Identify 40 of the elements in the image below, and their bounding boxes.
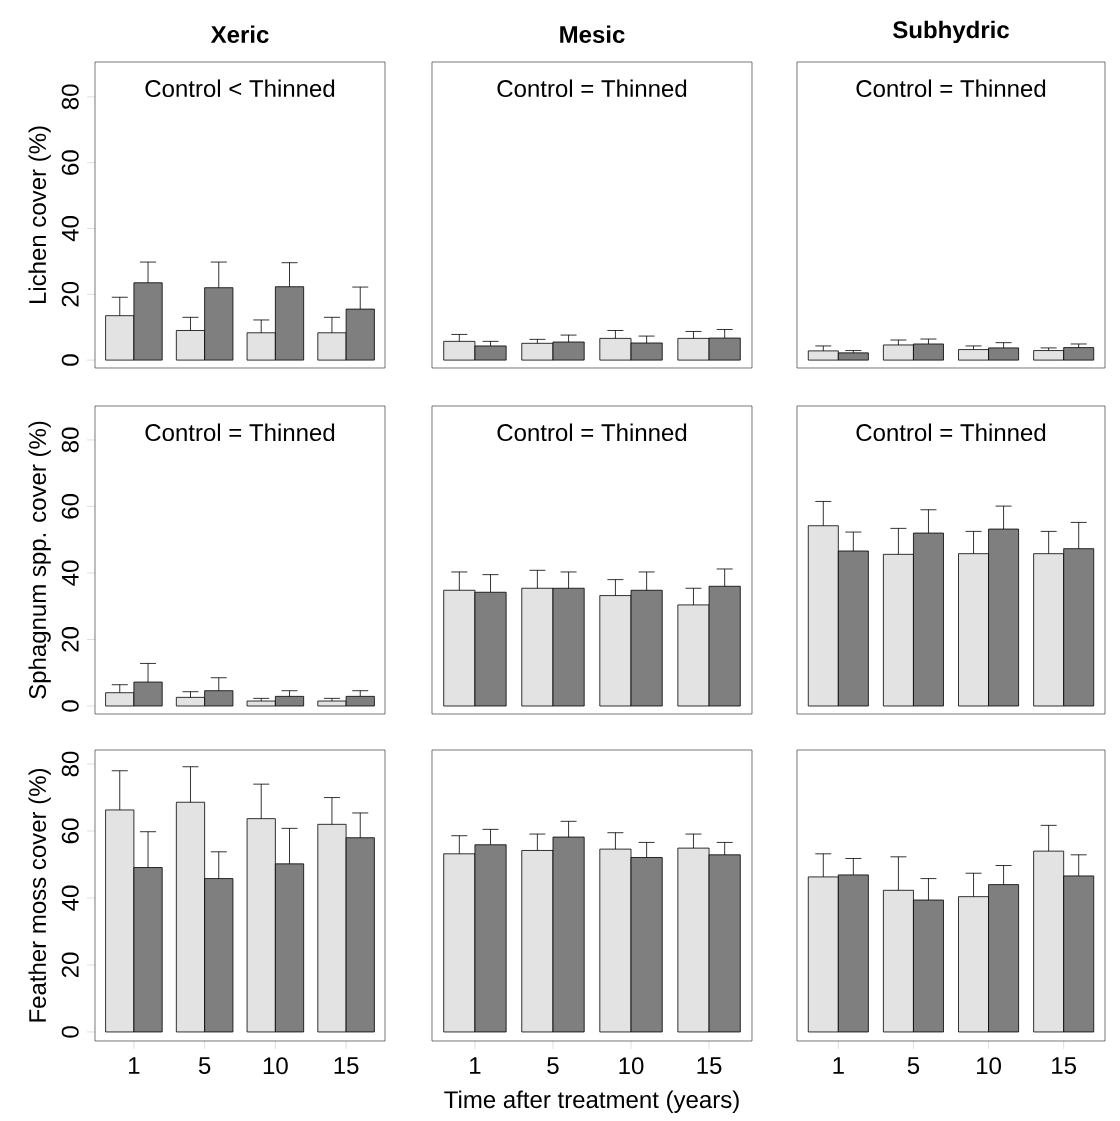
y-tick-label: 20	[61, 281, 79, 307]
y-tick-label: 20	[61, 627, 79, 652]
annotation: Control = Thinned	[497, 423, 687, 442]
chart-title: Xeric	[210, 25, 269, 44]
x-tick-label: 10	[263, 1057, 288, 1075]
chart-title: Mesic	[560, 25, 625, 44]
x-tick-label: 1	[129, 1057, 140, 1074]
x-tick-label: 15	[1052, 1057, 1077, 1074]
y-axis-title: Lichen cover (%)	[28, 126, 51, 304]
annotation: Control < Thinned	[145, 79, 335, 98]
x-tick-label: 15	[334, 1057, 359, 1074]
y-tick-label: 60	[61, 818, 79, 844]
y-tick-label: 0	[61, 1026, 79, 1038]
y-tick-label: 80	[61, 84, 79, 110]
y-tick-label: 40	[61, 885, 79, 911]
x-tick-label: 1	[470, 1057, 481, 1074]
y-axis-title: Sphagnum spp. cover (%)	[28, 421, 51, 699]
chart-title: Subhydric	[893, 20, 1009, 44]
annotation: Control = Thinned	[856, 423, 1046, 442]
x-tick-label: 5	[907, 1057, 920, 1074]
x-tick-label: 1	[833, 1057, 844, 1074]
annotation: Control = Thinned	[497, 79, 687, 98]
y-tick-label: 0	[61, 354, 79, 366]
y-tick-label: 20	[61, 952, 79, 978]
x-axis-title: Time after treatment (years)	[444, 1090, 739, 1113]
annotation: Control = Thinned	[145, 423, 335, 442]
y-tick-label: 60	[61, 494, 79, 519]
y-axis-title: Feather moss cover (%)	[28, 768, 51, 1022]
x-tick-label: 10	[977, 1057, 1001, 1075]
y-tick-label: 60	[61, 150, 79, 175]
x-tick-label: 10	[619, 1057, 644, 1075]
y-tick-label: 40	[61, 560, 79, 586]
x-tick-label: 5	[547, 1057, 559, 1074]
y-tick-label: 80	[61, 751, 79, 777]
y-tick-label: 80	[61, 427, 79, 453]
x-tick-label: 15	[697, 1057, 722, 1074]
y-tick-label: 40	[61, 216, 79, 242]
y-tick-label: 0	[61, 700, 79, 712]
x-tick-label: 5	[198, 1057, 211, 1074]
annotation: Control = Thinned	[856, 79, 1046, 98]
